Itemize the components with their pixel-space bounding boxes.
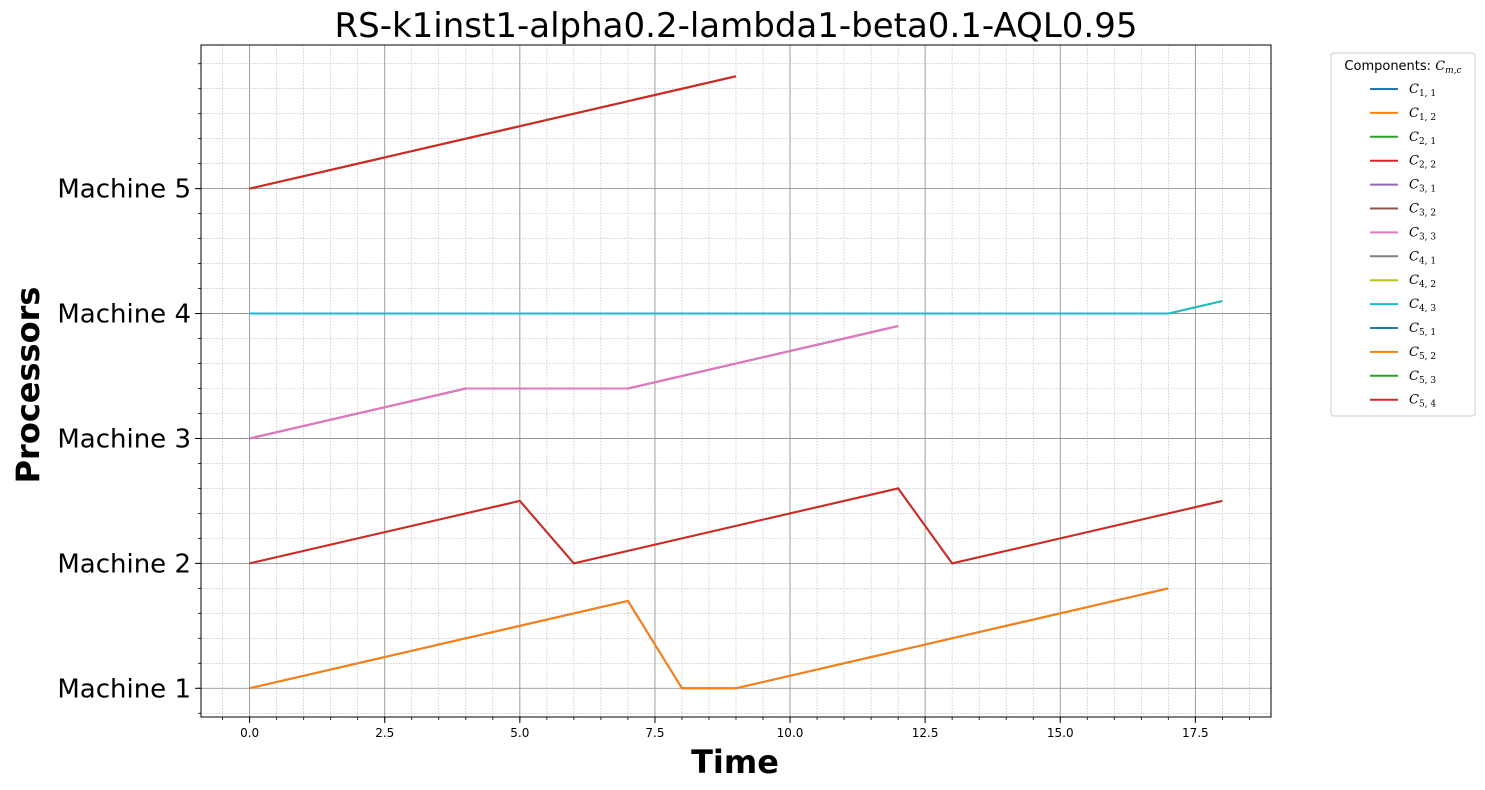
x-tick-label: 15.0 [1047, 726, 1074, 740]
series-line-c4-3 [249, 300, 1223, 315]
y-tick-label: Machine 3 [57, 424, 191, 454]
x-axis: 0.0 2.5 5.0 7.5 10.0 12.5 15.0 17.5 [222, 717, 1250, 740]
minor-grid [201, 45, 1271, 717]
y-tick-label: Machine 5 [57, 175, 191, 205]
y-tick-label: Machine 4 [57, 300, 191, 330]
x-axis-label: Time [691, 743, 779, 781]
series-layer [249, 75, 1223, 690]
x-tick-label: 0.0 [240, 726, 259, 740]
y-tick-label: Machine 2 [57, 549, 191, 579]
y-axis: Machine 1 Machine 2 Machine 3 Machine 4 Mach… [57, 63, 201, 714]
x-tick-label: 17.5 [1182, 726, 1209, 740]
x-tick-label: 5.0 [510, 726, 529, 740]
chart-title: RS-k1inst1-alpha0.2-lambda1-beta0.1-AQL0… [335, 6, 1138, 46]
legend-title: Components: Cm,c [1344, 59, 1461, 76]
x-tick-label: 12.5 [912, 726, 939, 740]
legend: Components: Cm,cC1, 1C1, 2C2, 1C2, 2C3, … [1330, 52, 1476, 417]
x-tick-label: 7.5 [645, 726, 664, 740]
series-line-c1-2 [249, 587, 1169, 690]
series-line-c2-2 [249, 487, 1223, 565]
series-line-c3-3 [249, 325, 899, 440]
y-axis-label: Processors [9, 287, 47, 484]
series-line-c5-4 [249, 75, 737, 190]
y-tick-label: Machine 1 [57, 674, 191, 704]
x-tick-label: 2.5 [375, 726, 394, 740]
legend-box [1330, 52, 1476, 417]
x-tick-label: 10.0 [777, 726, 804, 740]
